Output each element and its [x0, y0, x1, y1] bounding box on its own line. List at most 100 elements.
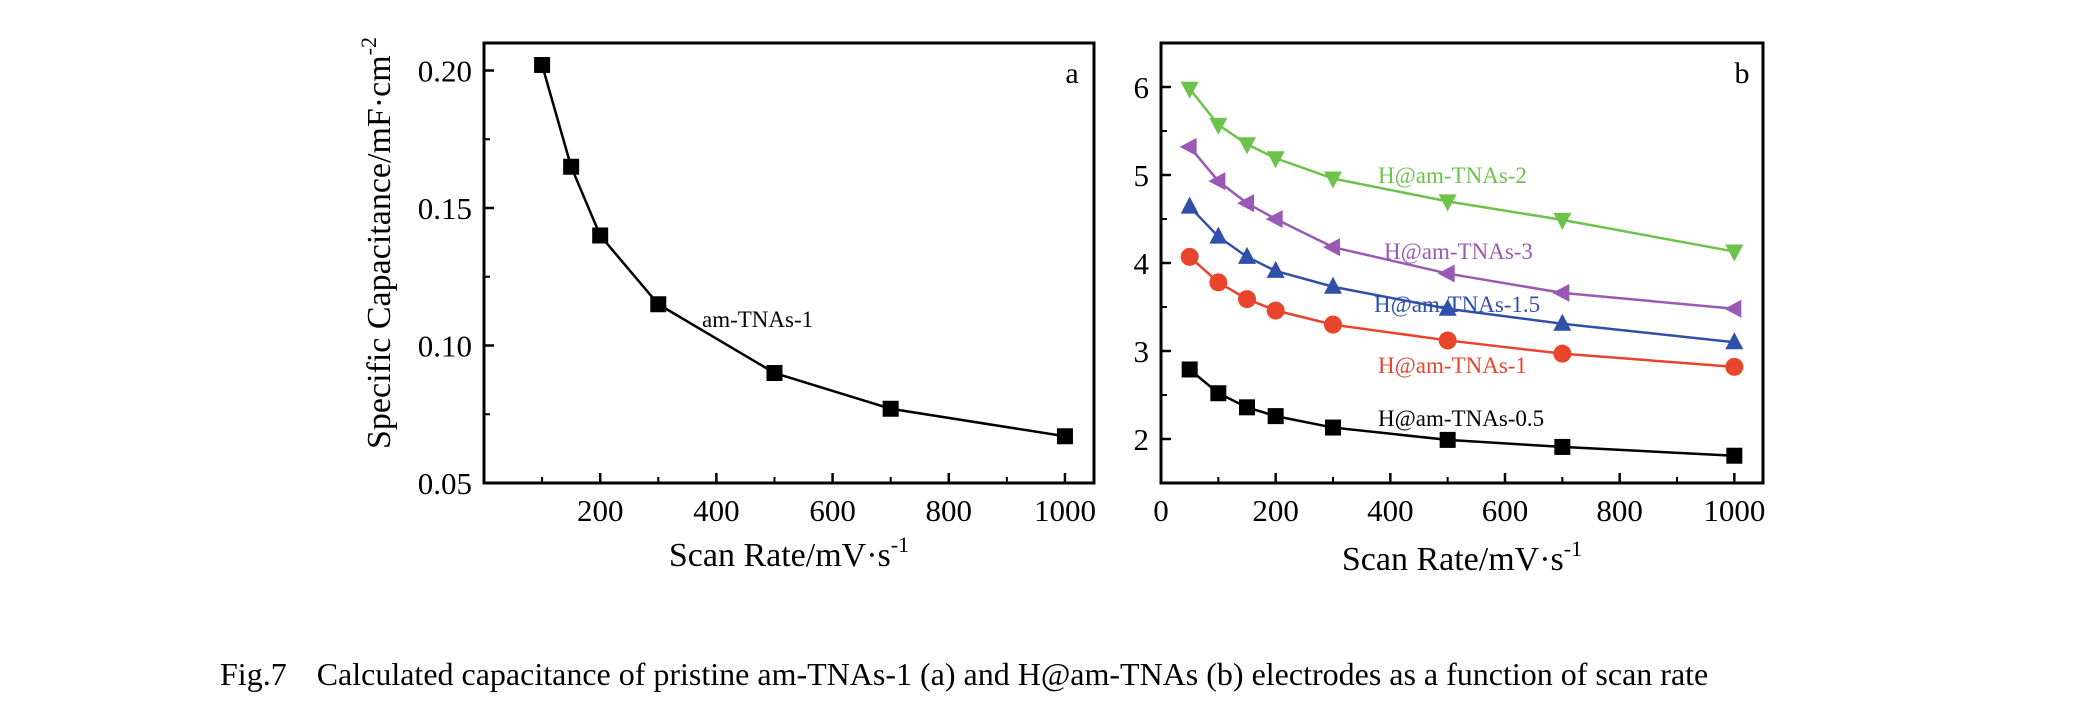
data-point-h-am-tnas-3 [1179, 137, 1197, 156]
figure-caption-text: Calculated capacitance of pristine am-TN… [316, 656, 1709, 692]
panel-a-frame [482, 41, 1096, 485]
panel-b-x-axis-title: Scan Rate/mV·s-1 [1342, 536, 1582, 578]
data-point-h-am-tnas-1-5 [1324, 276, 1342, 294]
data-point-am-tnas-1 [563, 158, 580, 175]
series-label-h-am-tnas-1-5: H@am-TNAs-1.5 [1374, 292, 1540, 317]
data-point-h-am-tnas-0-5 [1267, 408, 1284, 425]
series-label-h-am-tnas-0-5: H@am-TNAs-0.5 [1378, 406, 1544, 431]
series-label-h-am-tnas-1: H@am-TNAs-1 [1378, 353, 1527, 378]
data-point-h-am-tnas-2 [1725, 244, 1744, 262]
data-point-h-am-tnas-2 [1553, 212, 1572, 230]
series-label-h-am-tnas-2: H@am-TNAs-2 [1378, 163, 1527, 188]
series-line-h-am-tnas-2 [1188, 87, 1735, 253]
panel-b-markers [1179, 81, 1744, 464]
panel-a-y-tick-label: 0.15 [418, 191, 472, 226]
data-point-h-am-tnas-1-5 [1438, 298, 1457, 316]
panel-a-x-axis-title: Scan Rate/mV·s-1 [669, 532, 909, 574]
panel-a-series-labels: am-TNAs-1 [702, 307, 813, 332]
panel-b-y-tick-label: 5 [1134, 158, 1150, 193]
panel-b-x-tick-label: 0 [1153, 493, 1169, 528]
data-point-h-am-tnas-1-5 [1725, 332, 1744, 350]
data-point-h-am-tnas-2 [1209, 117, 1228, 135]
panel-b-x-axis-title-sup: -1 [1564, 536, 1582, 561]
data-point-h-am-tnas-2 [1438, 194, 1457, 212]
panel-a-y-tick-label: 0.05 [418, 466, 472, 501]
panel-a-x-axis-title-sup: -1 [891, 532, 909, 557]
data-point-h-am-tnas-3 [1265, 210, 1283, 228]
data-point-h-am-tnas-1-5 [1553, 313, 1572, 331]
panel-a-x-tick-label: 400 [693, 493, 740, 528]
data-point-am-tnas-1 [882, 400, 899, 417]
data-point-h-am-tnas-1-5 [1238, 246, 1256, 264]
panel-a-y-axis-title: Specific Capacitance/mF·cm-2 [356, 37, 398, 449]
data-point-am-tnas-1 [650, 296, 667, 313]
panel-b-x-tick-label: 1000 [1703, 493, 1765, 528]
data-point-h-am-tnas-0-5 [1239, 399, 1255, 416]
panel-a-y-tick-label: 0.10 [418, 329, 472, 364]
data-point-am-tnas-1 [766, 365, 783, 381]
panel-b-y-tick-label: 2 [1134, 422, 1150, 457]
data-point-am-tnas-1 [592, 227, 609, 244]
panel-b-y-tick-label: 4 [1134, 246, 1150, 281]
data-point-h-am-tnas-3 [1323, 238, 1340, 257]
panel-b-letter: b [1735, 57, 1750, 90]
panel-a-markers [534, 57, 1073, 445]
data-point-am-tnas-1 [534, 57, 551, 73]
panel-a-x-tick-label: 200 [577, 493, 624, 528]
panel-b-y-tick-label: 6 [1134, 70, 1150, 105]
panel-b-x-tick-label: 200 [1252, 493, 1299, 528]
data-point-h-am-tnas-1-5 [1266, 260, 1285, 278]
data-point-h-am-tnas-3 [1237, 194, 1254, 213]
data-point-h-am-tnas-0-5 [1554, 438, 1571, 455]
series-line-am-tnas-1 [540, 64, 1066, 438]
panel-b-y-tick-label: 3 [1134, 334, 1150, 369]
panel-a-tick-labels: 200 400 600 800 1000 0.05 0.10 0.15 0.20 [418, 54, 1096, 529]
data-point-h-am-tnas-0-5 [1439, 431, 1456, 448]
data-point-h-am-tnas-1 [1180, 247, 1199, 266]
data-point-h-am-tnas-3 [1208, 172, 1226, 191]
data-point-h-am-tnas-1-5 [1180, 196, 1199, 214]
data-point-h-am-tnas-0-5 [1325, 419, 1341, 436]
data-point-h-am-tnas-2 [1324, 171, 1342, 189]
panel-a: 200 400 600 800 1000 0.05 0.10 0.15 0.20 Scan Ra… [356, 37, 1096, 574]
data-point-h-am-tnas-1-5 [1209, 226, 1228, 244]
data-point-h-am-tnas-1 [1238, 290, 1256, 309]
panel-a-y-axis-title-text: Specific Capacitance/mF·cm [361, 55, 398, 449]
figure-number: Fig.7 [220, 656, 287, 692]
panel-b-x-tick-label: 400 [1367, 493, 1414, 528]
figure-caption: Fig.7 Calculated capacitance of pristine … [220, 656, 1708, 693]
panel-b-frame [1159, 41, 1765, 485]
series-label-h-am-tnas-3: H@am-TNAs-3 [1384, 239, 1533, 264]
panel-b-tick-labels: 0 200 400 600 800 1000 2 3 4 5 6 [1134, 70, 1766, 528]
data-point-h-am-tnas-1 [1725, 357, 1744, 376]
panel-a-y-axis-title-sup: -2 [356, 37, 381, 55]
data-point-h-am-tnas-2 [1180, 81, 1199, 99]
panel-b-x-tick-label: 800 [1596, 493, 1643, 528]
panel-a-y-tick-label: 0.20 [418, 54, 472, 89]
series-label-am-tnas-1: am-TNAs-1 [702, 307, 813, 332]
data-point-h-am-tnas-1 [1209, 273, 1228, 292]
data-point-h-am-tnas-1 [1553, 344, 1572, 363]
data-point-h-am-tnas-3 [1724, 299, 1742, 318]
data-point-h-am-tnas-0-5 [1210, 385, 1227, 402]
panel-a-letter: a [1065, 57, 1078, 90]
panel-a-x-tick-label: 1000 [1034, 493, 1096, 528]
panel-a-x-tick-label: 800 [926, 493, 973, 528]
data-point-am-tnas-1 [1056, 428, 1073, 445]
panel-a-x-tick-label: 600 [809, 493, 856, 528]
data-point-h-am-tnas-3 [1437, 264, 1455, 283]
panel-b-series-labels: H@am-TNAs-2 H@am-TNAs-3 H@am-TNAs-1.5 H@am-… [1374, 163, 1544, 431]
data-point-h-am-tnas-2 [1238, 137, 1256, 155]
panel-a-lines [540, 64, 1066, 438]
data-point-h-am-tnas-0-5 [1726, 447, 1743, 464]
data-point-h-am-tnas-1 [1266, 301, 1285, 320]
data-point-h-am-tnas-1 [1438, 331, 1457, 350]
data-point-h-am-tnas-0-5 [1181, 361, 1198, 378]
data-point-h-am-tnas-3 [1552, 283, 1570, 302]
panel-b-x-tick-label: 600 [1482, 493, 1529, 528]
panel-a-x-axis-title-text: Scan Rate/mV·s [669, 537, 891, 574]
data-point-h-am-tnas-1 [1324, 315, 1342, 334]
panel-b-x-axis-title-text: Scan Rate/mV·s [1342, 541, 1564, 578]
